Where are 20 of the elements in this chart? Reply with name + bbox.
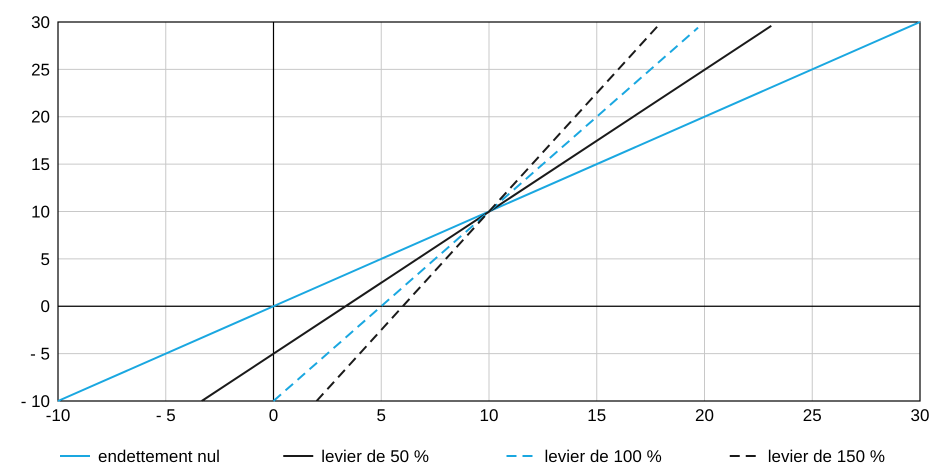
- y-tick-label: 30: [31, 12, 50, 32]
- legend-label: levier de 150 %: [768, 446, 885, 466]
- legend-label: levier de 50 %: [321, 446, 429, 466]
- y-tick-label: 20: [31, 108, 50, 127]
- x-tick-label: 5: [376, 406, 386, 425]
- x-tick-label: - 5: [156, 406, 176, 425]
- x-tick-label: 30: [910, 406, 930, 425]
- y-tick-label: 15: [31, 155, 50, 174]
- y-tick-label: 25: [31, 60, 50, 80]
- y-tick-label: - 5: [30, 344, 50, 364]
- x-tick-label: 10: [480, 406, 498, 425]
- x-tick-label: 15: [587, 406, 606, 425]
- y-tick-label: 0: [40, 297, 50, 316]
- x-tick-label: 25: [802, 406, 822, 425]
- legend-label: levier de 100 %: [544, 446, 662, 466]
- legend-label: endettement nul: [98, 446, 220, 466]
- x-tick-label: 20: [695, 406, 714, 425]
- x-tick-label: 0: [268, 406, 278, 425]
- y-tick-label: 10: [31, 202, 50, 222]
- y-tick-label: 5: [40, 250, 50, 269]
